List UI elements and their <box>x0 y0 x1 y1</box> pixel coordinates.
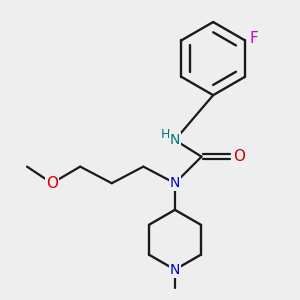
Text: H: H <box>161 128 170 140</box>
Text: N: N <box>170 176 180 190</box>
Text: O: O <box>233 149 245 164</box>
Text: N: N <box>170 133 180 147</box>
Text: O: O <box>46 176 58 191</box>
Text: F: F <box>250 31 259 46</box>
Text: N: N <box>170 263 180 277</box>
